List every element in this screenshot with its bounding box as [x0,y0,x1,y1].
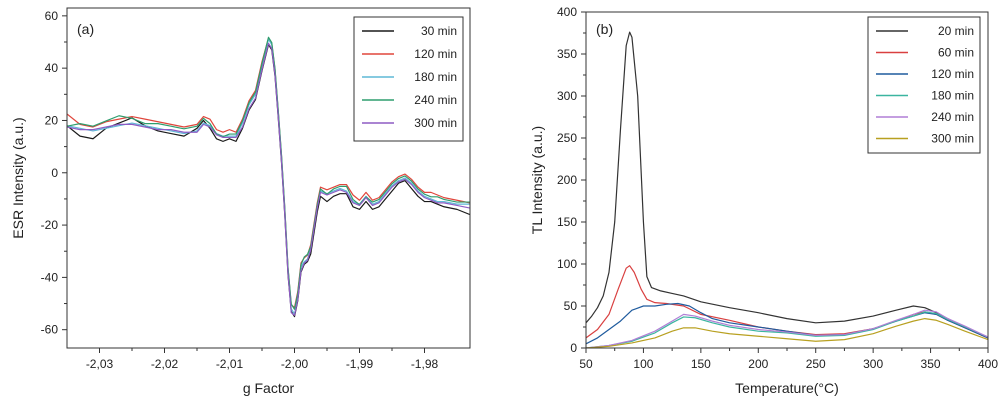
legend-label: 20 min [938,24,974,38]
legend-label: 120 min [414,47,457,61]
y-tick-label: 200 [557,173,577,187]
legend: 20 min 60 min 120 min 180 min 240 min 300 min [867,16,981,154]
x-tick-label: 200 [748,357,768,371]
x-tick-label: 150 [691,357,711,371]
y-tick-label: -60 [41,323,59,337]
series-line-5 [586,318,988,348]
series-line-3 [586,311,988,348]
chart-panel-1: 50 100 150 200 250 300 350 40005010015020025030… [529,5,998,396]
legend-box [353,16,464,142]
x-tick-label: 350 [921,357,941,371]
legend-label: 180 min [414,70,457,84]
x-axis-label: Temperature(°C) [735,380,839,396]
x-tick-label: -1,98 [411,357,439,371]
x-tick-label: 300 [863,357,883,371]
x-tick-label: -1,99 [346,357,374,371]
y-tick-label: 350 [557,47,577,61]
x-tick-label: -2,02 [151,357,179,371]
plot-frame [66,7,471,349]
legend-box [867,16,981,154]
series-line-4 [586,309,988,348]
series-line-0 [586,31,988,339]
x-tick-label: 250 [806,357,826,371]
series-line-4 [67,42,470,316]
legend-label: 60 min [938,46,974,60]
y-tick-label: -40 [41,270,59,284]
y-tick-label: 400 [557,5,577,19]
x-tick-label: 50 [579,357,593,371]
series-group [67,36,470,318]
y-tick-label: 100 [557,257,577,271]
legend-label: 240 min [931,110,974,124]
legend-label: 300 min [414,116,457,130]
legend-label: 120 min [931,67,974,81]
series-line-2 [586,302,988,345]
x-tick-label: -2,01 [216,357,244,371]
y-tick-label: 50 [564,299,578,313]
legend-label: 300 min [931,132,974,146]
y-tick-label: 0 [570,341,577,355]
y-tick-label: 250 [557,131,577,145]
legend-label: 30 min [421,24,457,38]
legend: 30 min 120 min 180 min 240 min 300 min [353,16,464,142]
x-tick-label: 400 [978,357,998,371]
x-axis-label: g Factor [243,380,295,396]
y-axis-label: TL Intensity (a.u.) [529,126,545,234]
panel-label: (b) [596,21,613,37]
y-tick-label: 60 [45,9,59,23]
y-tick-label: 20 [45,113,59,127]
x-tick-label: 100 [633,357,653,371]
panel-label: (a) [77,21,94,37]
y-tick-label: 0 [51,166,58,180]
series-line-0 [67,44,470,318]
series-line-3 [67,36,470,310]
y-axis-label: ESR Intensity (a.u.) [10,117,26,238]
y-tick-label: 300 [557,89,577,103]
legend-label: 180 min [931,89,974,103]
y-tick-label: -20 [41,218,59,232]
y-tick-label: 150 [557,215,577,229]
x-tick-label: -2,00 [281,357,309,371]
x-tick-label: -2,03 [86,357,114,371]
legend-label: 240 min [414,93,457,107]
series-group [586,31,988,348]
y-tick-label: 40 [45,61,59,75]
chart-panel-0: -2,03 -2,02 -2,01 -2,00 -1,99 -1,98 -60 -40 -20 0… [10,7,471,396]
